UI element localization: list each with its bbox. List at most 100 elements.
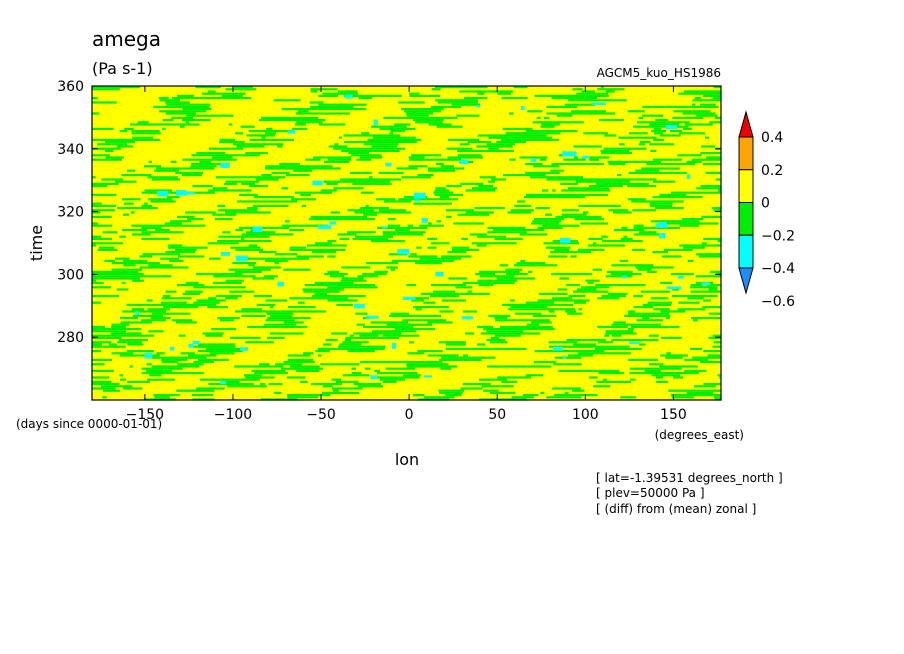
heatmap-cell-negative [274, 253, 298, 256]
heatmap-cell-negative [241, 182, 255, 185]
heatmap-cell-negative [219, 138, 235, 141]
heatmap-cell-negative [211, 328, 237, 331]
heatmap-cell-negative [405, 314, 418, 317]
heatmap-cell-strong-negative [581, 155, 591, 159]
heatmap-cell-negative [196, 273, 205, 276]
heatmap-cell-negative [490, 391, 501, 394]
heatmap-cell-negative [633, 306, 654, 309]
heatmap-cell-negative [479, 275, 490, 278]
heatmap-cell-negative [269, 196, 295, 199]
heatmap-cell-negative [111, 262, 128, 265]
heatmap-cell-negative [161, 297, 192, 300]
heatmap-cell-negative [319, 112, 351, 115]
heatmap-cell-negative [481, 213, 490, 216]
heatmap-cell-strong-negative [559, 237, 571, 244]
heatmap-cell-negative [425, 259, 455, 262]
heatmap-cell-negative [707, 90, 716, 93]
heatmap-cell-negative [679, 244, 705, 247]
heatmap-cell-negative [545, 213, 552, 216]
heatmap-cell-negative [566, 308, 576, 311]
heatmap-cell-negative [103, 147, 121, 150]
heatmap-cell-negative [314, 281, 324, 284]
heatmap-cell-negative [329, 108, 337, 111]
heatmap-cell-negative [357, 152, 369, 155]
heatmap-cell-negative [143, 233, 151, 236]
colorbar-swatch [738, 169, 754, 203]
heatmap-cell-negative [119, 130, 128, 133]
heatmap-cell-negative [352, 237, 371, 240]
heatmap-cell-negative [502, 365, 528, 368]
heatmap-cell-negative [686, 391, 714, 394]
heatmap-cell-negative [513, 264, 540, 267]
heatmap-cell-negative [642, 105, 665, 108]
heatmap-cell-negative [573, 145, 602, 148]
heatmap-cell-negative [152, 312, 156, 315]
heatmap-cell-negative [267, 336, 285, 339]
heatmap-cell-negative [122, 387, 143, 390]
heatmap-cell-negative [543, 242, 558, 245]
heatmap-cell-negative [111, 143, 127, 146]
heatmap-cell-negative [642, 114, 664, 117]
heatmap-cell-negative [235, 383, 254, 386]
heatmap-cell-negative [219, 176, 248, 179]
heatmap-cell-negative [630, 325, 659, 328]
heatmap-cell-negative [653, 127, 662, 130]
heatmap-cell-negative [349, 334, 354, 337]
heatmap-cell-negative [717, 185, 721, 188]
heatmap-cell-negative [407, 136, 416, 139]
heatmap-cell-negative [533, 165, 560, 168]
heatmap-cell-negative [390, 171, 404, 174]
heatmap-cell-negative [276, 332, 304, 335]
heatmap-cell-negative [537, 299, 565, 302]
heatmap-cell-negative [597, 88, 625, 91]
heatmap-cell-negative [580, 286, 592, 289]
heatmap-cell-negative [472, 187, 497, 190]
heatmap-cell-negative [260, 143, 284, 146]
heatmap-cell-negative [670, 273, 694, 276]
heatmap-cell-negative [363, 213, 377, 216]
heatmap-cell-negative [556, 114, 573, 117]
heatmap-cell-negative [633, 233, 642, 236]
heatmap-cell-negative [433, 306, 449, 309]
heatmap-cell-negative [251, 143, 261, 146]
heatmap-cell-negative [337, 90, 348, 93]
heatmap-cell-negative [212, 281, 242, 284]
heatmap-cell-negative [261, 257, 276, 260]
heatmap-cell-negative [487, 231, 500, 234]
heatmap-cell-negative [494, 328, 524, 331]
heatmap-cell-negative [327, 270, 339, 273]
heatmap-cell-negative [554, 356, 582, 359]
heatmap-cell-negative [691, 103, 696, 106]
heatmap-cell-negative [218, 235, 235, 238]
heatmap-cell-negative [220, 319, 235, 322]
heatmap-cell-negative [319, 248, 343, 251]
heatmap-cell-negative [564, 103, 580, 106]
heatmap-cell-negative [356, 158, 372, 161]
heatmap-cell-negative [478, 185, 493, 188]
heatmap-cell-strong-negative [414, 199, 420, 202]
heatmap-cell-negative [197, 350, 216, 353]
heatmap-cell-negative [165, 112, 197, 115]
heatmap-cell-negative [525, 301, 554, 304]
heatmap-cell-negative [279, 372, 288, 375]
heatmap-cell-negative [508, 112, 514, 115]
heatmap-cell-negative [111, 323, 130, 326]
heatmap-cell-negative [106, 138, 111, 141]
heatmap-cell-negative [473, 248, 479, 251]
heatmap-cell-negative [301, 204, 307, 207]
heatmap-cell-negative [406, 363, 420, 366]
heatmap-cell-negative [483, 328, 495, 331]
heatmap-cell-negative [368, 143, 391, 146]
heatmap-cell-negative [192, 246, 208, 249]
heatmap-cell-negative [701, 145, 715, 148]
heatmap-cell-negative [637, 121, 655, 124]
heatmap-cell-negative [442, 284, 467, 287]
heatmap-cell-negative [687, 259, 694, 262]
heatmap-cell-negative [248, 185, 269, 188]
heatmap-cell-negative [436, 198, 459, 201]
heatmap-cell-negative [436, 220, 441, 223]
heatmap-cell-negative [524, 163, 543, 166]
heatmap-cell-negative [689, 301, 700, 304]
heatmap-cell-negative [432, 158, 442, 161]
heatmap-cell-negative [185, 114, 202, 117]
